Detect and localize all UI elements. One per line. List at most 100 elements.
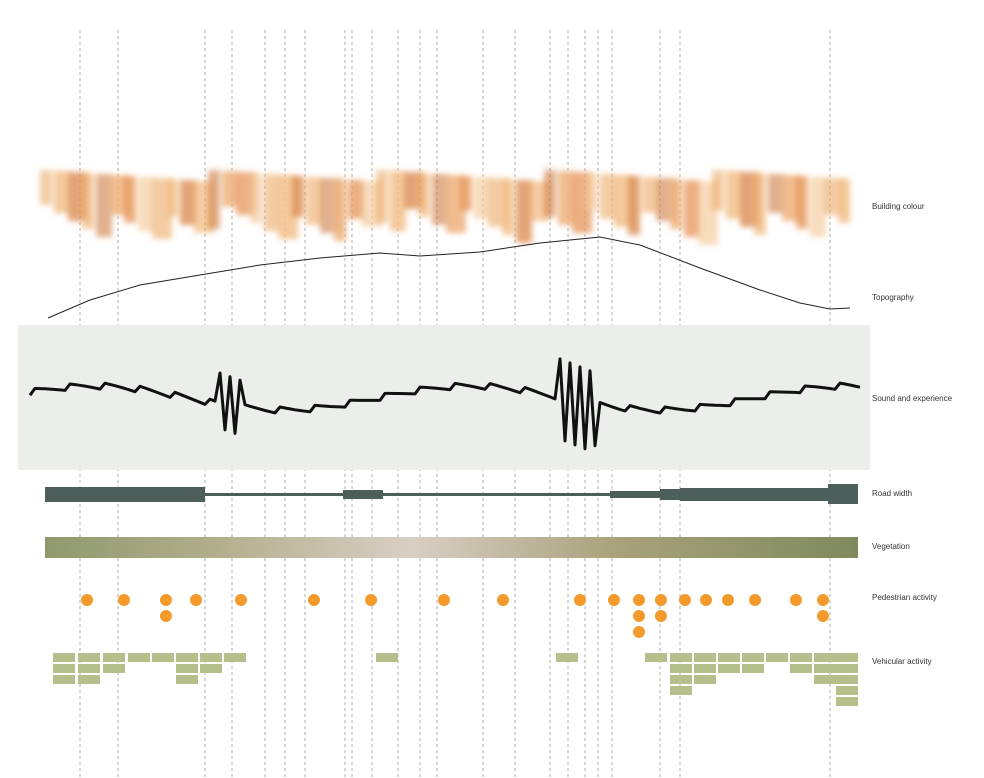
colour-swatch — [264, 174, 280, 231]
vehicle-block — [152, 653, 174, 662]
vehicular-blocks — [53, 653, 858, 706]
colour-swatch — [670, 179, 682, 229]
colour-swatch — [754, 173, 766, 235]
road-width — [45, 484, 858, 504]
pedestrian-dot — [190, 594, 202, 606]
colour-swatch — [684, 180, 700, 237]
vehicle-block — [224, 653, 246, 662]
pedestrian-dot — [655, 610, 667, 622]
vehicle-block — [176, 675, 198, 684]
vehicle-block — [814, 664, 836, 673]
vehicle-block — [176, 653, 198, 662]
vehicle-block — [836, 675, 858, 684]
vehicle-block — [790, 653, 812, 662]
vehicle-block — [836, 653, 858, 662]
vehicle-block — [78, 675, 100, 684]
colour-swatch — [642, 177, 658, 213]
pedestrian-dot — [160, 610, 172, 622]
row-label: Pedestrian activity — [872, 593, 937, 602]
colour-swatch — [600, 174, 616, 219]
pedestrian-dot — [655, 594, 667, 606]
row-label: Vehicular activity — [872, 657, 932, 666]
colour-swatch — [222, 171, 238, 207]
sound-background — [18, 325, 870, 470]
colour-swatch — [306, 177, 322, 225]
colour-swatch — [54, 171, 70, 213]
vehicle-block — [836, 697, 858, 706]
colour-swatch — [40, 170, 52, 205]
colour-swatch — [124, 176, 136, 223]
vehicle-block — [670, 686, 692, 695]
colour-swatch — [768, 174, 784, 213]
vehicle-block — [836, 686, 858, 695]
pedestrian-dots — [81, 594, 829, 638]
pedestrian-dot — [700, 594, 712, 606]
pedestrian-dot — [817, 594, 829, 606]
pedestrian-dot — [633, 594, 645, 606]
pedestrian-dot — [308, 594, 320, 606]
colour-swatch — [544, 170, 556, 217]
row-label: Sound and experience — [872, 394, 953, 403]
colour-swatch — [796, 176, 808, 229]
colour-swatch — [586, 173, 598, 211]
building-colour-band — [40, 170, 850, 245]
pedestrian-dot — [749, 594, 761, 606]
vehicle-block — [53, 664, 75, 673]
vehicle-block — [176, 664, 198, 673]
colour-swatch — [166, 179, 178, 217]
colour-swatch — [418, 173, 430, 217]
vehicle-block — [694, 664, 716, 673]
vehicle-block — [200, 653, 222, 662]
vehicle-block — [742, 653, 764, 662]
vehicle-block — [670, 675, 692, 684]
vehicle-block — [694, 675, 716, 684]
colour-swatch — [810, 177, 826, 237]
row-label: Topography — [872, 293, 914, 302]
sound-line — [28, 357, 861, 451]
colour-swatch — [390, 171, 406, 231]
pedestrian-dot — [817, 610, 829, 622]
colour-swatch — [502, 179, 514, 235]
colour-swatch — [208, 170, 220, 229]
pedestrian-dot — [633, 626, 645, 638]
vehicle-block — [718, 653, 740, 662]
colour-swatch — [348, 180, 364, 219]
pedestrian-dot — [633, 610, 645, 622]
vehicle-block — [53, 675, 75, 684]
pedestrian-dot — [790, 594, 802, 606]
vehicle-block — [670, 653, 692, 662]
colour-swatch — [292, 176, 304, 217]
colour-swatch — [460, 176, 472, 211]
vehicle-block — [556, 653, 578, 662]
colour-swatch — [558, 171, 574, 225]
pedestrian-dot — [118, 594, 130, 606]
colour-swatch — [82, 173, 94, 229]
vehicle-block — [718, 664, 740, 673]
vegetation-bar — [45, 537, 858, 558]
vehicle-block — [814, 653, 836, 662]
vehicle-block — [766, 653, 788, 662]
colour-swatch — [516, 180, 532, 243]
pedestrian-dot — [722, 594, 734, 606]
colour-swatch — [96, 174, 112, 237]
colour-swatch — [334, 179, 346, 241]
vehicle-block — [742, 664, 764, 673]
vehicle-block — [78, 653, 100, 662]
pedestrian-dot — [438, 594, 450, 606]
vehicle-block — [200, 664, 222, 673]
vehicle-block — [814, 675, 836, 684]
colour-swatch — [250, 173, 262, 223]
pedestrian-dot — [365, 594, 377, 606]
pedestrian-dot — [81, 594, 93, 606]
colour-swatch — [838, 179, 850, 223]
vehicle-block — [78, 664, 100, 673]
vehicle-block — [670, 664, 692, 673]
colour-swatch — [432, 174, 448, 225]
colour-swatch — [474, 177, 490, 219]
pedestrian-dot — [608, 594, 620, 606]
pedestrian-dot — [160, 594, 172, 606]
pedestrian-dot — [574, 594, 586, 606]
topography-line — [47, 236, 851, 319]
